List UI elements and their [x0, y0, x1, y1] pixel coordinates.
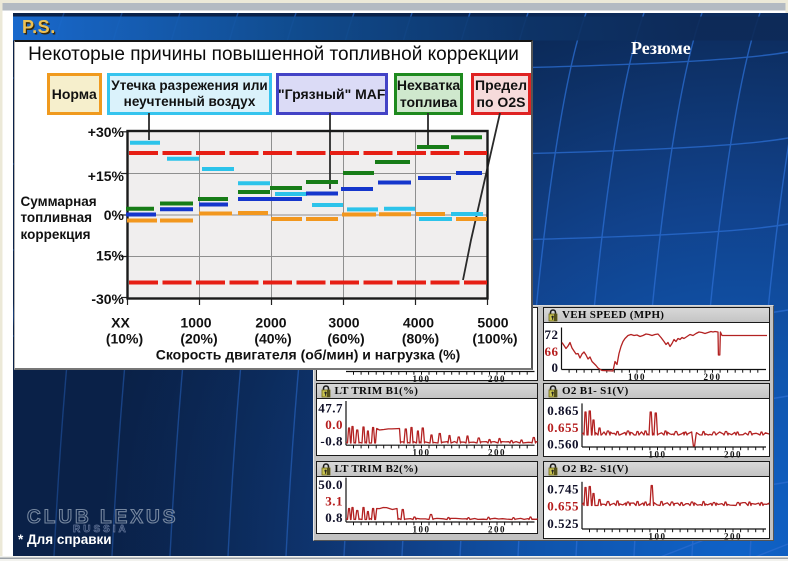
svg-text:XX: XX: [111, 315, 130, 331]
svg-text:3.1: 3.1: [325, 493, 343, 508]
svg-text:200: 200: [724, 450, 742, 459]
svg-text:200: 200: [488, 374, 506, 382]
svg-text:4000: 4000: [403, 315, 434, 331]
svg-text:(20%): (20%): [180, 331, 217, 347]
svg-text:2000: 2000: [255, 315, 286, 331]
svg-text:100: 100: [412, 374, 430, 382]
svg-text:3000: 3000: [328, 315, 359, 331]
svg-text:0.8: 0.8: [325, 509, 343, 524]
svg-text:15%: 15%: [96, 248, 125, 264]
svg-text:200: 200: [704, 372, 722, 382]
svg-text:100: 100: [649, 531, 667, 540]
svg-text:-30%: -30%: [91, 291, 124, 307]
svg-text:0.655: 0.655: [547, 498, 579, 513]
svg-text:0.525: 0.525: [547, 515, 579, 530]
svg-text:100: 100: [412, 448, 430, 457]
svg-text:+15%: +15%: [88, 168, 125, 184]
svg-text:66: 66: [545, 344, 559, 359]
svg-text:0%: 0%: [104, 207, 125, 223]
svg-text:(100%): (100%): [472, 331, 517, 347]
svg-text:100: 100: [628, 372, 646, 382]
svg-text:(10%): (10%): [106, 331, 143, 347]
svg-text:0.865: 0.865: [547, 403, 579, 418]
svg-text:72: 72: [545, 327, 559, 342]
svg-text:(60%): (60%): [327, 331, 364, 347]
svg-text:-0.8: -0.8: [320, 433, 343, 448]
svg-text:1000: 1000: [180, 315, 211, 331]
svg-text:200: 200: [724, 531, 742, 540]
svg-text:200: 200: [488, 448, 506, 457]
svg-text:100: 100: [412, 524, 430, 534]
svg-text:100: 100: [649, 450, 667, 459]
svg-text:Скорость двигателя (об/мин) и: Скорость двигателя (об/мин) и нагрузка (…: [156, 347, 461, 363]
svg-text:0: 0: [552, 360, 559, 375]
svg-text:(40%): (40%): [254, 331, 291, 347]
svg-text:50.0: 50.0: [318, 477, 343, 492]
svg-text:0.745: 0.745: [547, 481, 579, 496]
svg-text:200: 200: [488, 524, 506, 534]
svg-text:+30%: +30%: [88, 124, 125, 140]
svg-text:5000: 5000: [477, 315, 508, 331]
svg-text:0.0: 0.0: [325, 417, 343, 432]
svg-text:0.560: 0.560: [547, 436, 579, 451]
svg-text:47.7: 47.7: [318, 401, 343, 416]
svg-text:(80%): (80%): [402, 331, 439, 347]
svg-text:0.655: 0.655: [547, 420, 579, 435]
